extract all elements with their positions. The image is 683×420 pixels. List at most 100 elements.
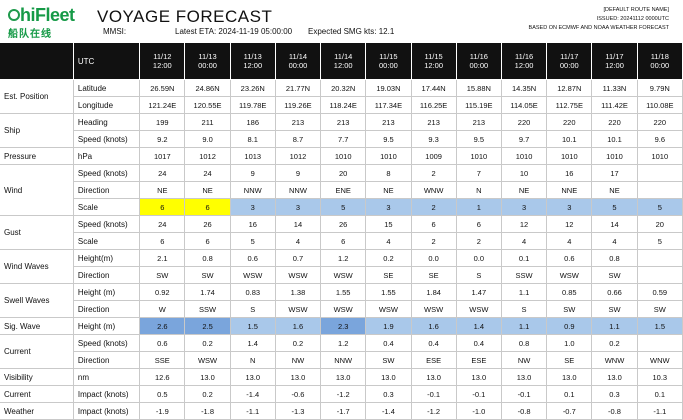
forecast-value-cell: SW xyxy=(365,351,412,369)
forecast-value-cell: WSW xyxy=(410,300,457,318)
forecast-value-cell: 1010 xyxy=(546,147,593,165)
forecast-value-cell: -0.8 xyxy=(500,402,548,420)
forecast-row: Direction SW SW WSW WSW WSW SE SE S SSW WSW SW xyxy=(0,266,683,284)
forecast-value-cell: S xyxy=(455,266,502,284)
hifleet-logo: hiFleet 船队在线 xyxy=(8,4,90,40)
forecast-time-cell: 11/16 00:00 xyxy=(455,42,502,80)
forecast-row: Ship Heading 199 211 186 213 213 213 213 213 220 22… xyxy=(0,113,683,148)
row-parameter: Longitude xyxy=(72,96,141,114)
forecast-row: Pressure hPa 1017 1012 1013 1012 1010 1010 1009 1… xyxy=(0,147,683,165)
forecast-value-cell xyxy=(636,334,683,352)
row-category: Current xyxy=(0,334,74,369)
forecast-value-cell: 12.87N xyxy=(546,79,593,97)
forecast-value-cell: ESE xyxy=(410,351,457,369)
forecast-value-cell: 1010 xyxy=(500,147,548,165)
forecast-value-cell: 1.6 xyxy=(410,317,457,335)
forecast-value-cell: NE xyxy=(591,181,638,199)
forecast-value-cell: SW xyxy=(139,266,186,284)
forecast-value-cell: 26 xyxy=(184,215,231,233)
forecast-time-cell: 11/15 12:00 xyxy=(410,42,457,80)
forecast-value-cell: 213 xyxy=(455,113,502,131)
forecast-row: Wind Speed (knots) 24 24 9 9 20 8 2 7 10 16 17 xyxy=(0,164,683,216)
forecast-value-cell: 1010 xyxy=(591,147,638,165)
forecast-value-cell: 4 xyxy=(546,232,593,250)
forecast-value-cell: N xyxy=(455,181,502,199)
forecast-value-cell: 24.86N xyxy=(184,79,231,97)
forecast-value-cell: 13.0 xyxy=(184,368,231,386)
forecast-value-cell: WNW xyxy=(636,351,683,369)
forecast-value-cell: SSW xyxy=(184,300,231,318)
forecast-row: Swell Waves Height (m) 0.92 1.74 0.83 1.38 1.5… xyxy=(0,283,683,318)
forecast-hour: 00:00 xyxy=(288,61,308,70)
forecast-value-cell: 12.6 xyxy=(139,368,186,386)
forecast-value-cell: 10.1 xyxy=(546,130,593,148)
forecast-date: 11/17 xyxy=(605,52,624,61)
forecast-value-cell: 9.7 xyxy=(500,130,548,148)
forecast-value-cell: 9 xyxy=(274,164,322,182)
forecast-value-cell: 11.33N xyxy=(591,79,638,97)
forecast-row: Sig. Wave Height (m) 2.6 2.5 1.5 1.6 2.3 1.9 1.6… xyxy=(0,317,683,335)
forecast-value-cell: 1.38 xyxy=(274,283,322,301)
forecast-date: 11/16 xyxy=(469,52,488,61)
forecast-value-cell: 0.2 xyxy=(274,334,322,352)
forecast-hour: 12:00 xyxy=(243,61,263,70)
forecast-date: 11/14 xyxy=(288,52,308,61)
forecast-value-cell: 1.4 xyxy=(455,317,502,335)
forecast-hour: 12:00 xyxy=(605,61,624,70)
forecast-value-cell: WSW xyxy=(320,300,367,318)
forecast-date: 11/16 xyxy=(514,52,534,61)
forecast-value-cell: -0.1 xyxy=(455,385,502,403)
forecast-value-cell: 13.0 xyxy=(274,368,322,386)
forecast-value-cell: 0.2 xyxy=(184,334,231,352)
forecast-value-cell: 15.88N xyxy=(455,79,502,97)
forecast-value-cell: 1.0 xyxy=(546,334,593,352)
report-title: VOYAGE FORECAST xyxy=(97,7,273,26)
forecast-value-cell: 20 xyxy=(636,215,683,233)
forecast-value-cell: -1.2 xyxy=(320,385,367,403)
forecast-value-cell: NNW xyxy=(229,181,276,199)
forecast-value-cell: 0.2 xyxy=(365,249,412,267)
forecast-value-cell: 0.8 xyxy=(591,249,638,267)
forecast-value-cell: 6 xyxy=(184,198,231,216)
forecast-value-cell: 6 xyxy=(455,215,502,233)
forecast-value-cell: 1.1 xyxy=(500,283,548,301)
forecast-hour: 00:00 xyxy=(379,61,398,70)
row-parameter: Impact (knots) xyxy=(72,385,141,403)
forecast-value-cell: 6 xyxy=(139,198,186,216)
forecast-value-cell: SW xyxy=(636,300,683,318)
forecast-value-cell: 1.5 xyxy=(636,317,683,335)
forecast-value-cell: 24 xyxy=(139,164,186,182)
forecast-value-cell: 5 xyxy=(591,198,638,216)
forecast-date: 11/13 xyxy=(198,52,217,61)
latest-eta: Latest ETA: 2024-11-19 05:00:00 xyxy=(175,27,293,36)
forecast-value-cell: 19.03N xyxy=(365,79,412,97)
forecast-value-cell xyxy=(636,249,683,267)
forecast-value-cell: 119.78E xyxy=(229,96,276,114)
forecast-value-cell: -0.1 xyxy=(500,385,548,403)
forecast-value-cell: 3 xyxy=(274,198,322,216)
forecast-value-cell: 1.55 xyxy=(365,283,412,301)
forecast-value-cell: 0.6 xyxy=(229,249,276,267)
row-parameter: Speed (knots) xyxy=(72,215,141,233)
forecast-value-cell: 0.4 xyxy=(365,334,412,352)
forecast-row: Gust Speed (knots) 24 26 16 14 26 15 6 6 12 12 14 20 xyxy=(0,215,683,250)
forecast-row: Longitude 121.24E 120.55E 119.78E 119.26E 118… xyxy=(0,96,683,114)
forecast-value-cell: 26 xyxy=(320,215,367,233)
forecast-value-cell: 0.4 xyxy=(455,334,502,352)
forecast-value-cell: -1.4 xyxy=(365,402,412,420)
forecast-row: Speed (knots) 9.2 9.0 8.1 8.7 7.7 9.5 9.3 9.5 9.7… xyxy=(0,130,683,148)
report-metadata: [DEFAULT ROUTE NAME] ISSUED: 20241112 00… xyxy=(529,6,669,33)
forecast-time-cell: 11/13 00:00 xyxy=(184,42,231,80)
forecast-value-cell: 8 xyxy=(365,164,412,182)
forecast-value-cell: NE xyxy=(184,181,231,199)
forecast-value-cell: 3 xyxy=(365,198,412,216)
forecast-value-cell: 5 xyxy=(636,198,683,216)
forecast-value-cell: 1.2 xyxy=(320,249,367,267)
row-category: Wind Waves xyxy=(0,249,74,284)
row-parameter: Height (m) xyxy=(72,283,141,301)
forecast-value-cell: ENE xyxy=(320,181,367,199)
forecast-value-cell: S xyxy=(229,300,276,318)
forecast-value-cell: WSW xyxy=(184,351,231,369)
forecast-value-cell: WSW xyxy=(320,266,367,284)
